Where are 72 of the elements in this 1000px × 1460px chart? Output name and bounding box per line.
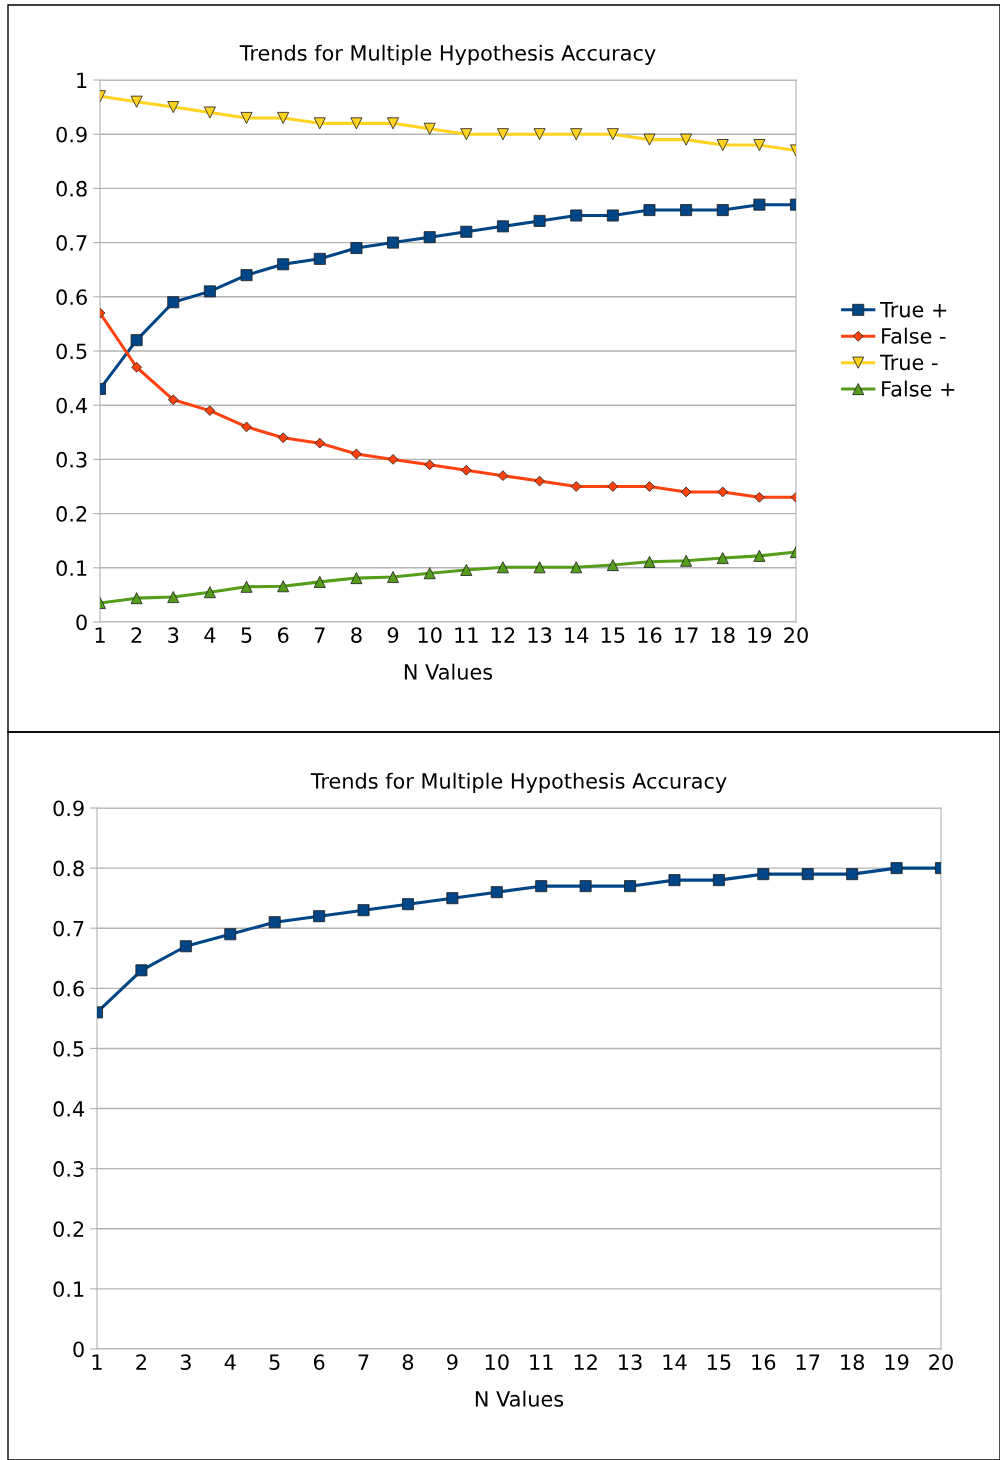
x-tick-label: 9 — [387, 627, 399, 643]
x-tick-label: 8 — [351, 627, 362, 643]
y-tick-label: 0.2 — [56, 506, 87, 522]
x-tick-label: 1 — [95, 627, 105, 643]
point — [496, 220, 509, 233]
legend-label: False - — [882, 327, 946, 344]
legend-label: True - — [880, 354, 938, 371]
x-tick-label: 19 — [885, 1354, 909, 1370]
y-tick-label: 0.8 — [56, 180, 87, 197]
x-tick-label: 13 — [528, 627, 552, 643]
y-tick-label: 0.5 — [53, 1040, 84, 1057]
y-tick-label: 0.7 — [53, 920, 84, 937]
y-tick-label: 0 — [76, 614, 87, 631]
y-tick-label: 0.1 — [56, 560, 87, 577]
x-tick-label: 14 — [663, 1354, 687, 1370]
x-tick-label: 5 — [241, 627, 252, 643]
x-tick-label: 6 — [313, 1354, 325, 1370]
x-tick-label: 2 — [131, 627, 142, 643]
x-tick-label: 8 — [402, 1354, 414, 1370]
x-tick-label: 11 — [530, 1354, 553, 1370]
x-tick-label: 4 — [204, 627, 216, 643]
y-tick-label: 0.5 — [56, 343, 87, 360]
x-tick-label: 1 — [92, 1354, 102, 1370]
y-tick-label: 0.9 — [53, 800, 84, 817]
point — [624, 880, 637, 893]
x-tick-label: 12 — [491, 627, 515, 643]
x-tick-label: 18 — [711, 627, 735, 643]
y-tick-label: 0.9 — [56, 126, 87, 143]
chart-title: Trends for Multiple Hypothesis Accuracy — [239, 44, 656, 65]
y-tick-label: 0.3 — [53, 1161, 84, 1177]
y-tick-label: 0.6 — [56, 289, 87, 306]
x-tick-label: 20 — [784, 627, 808, 643]
y-tick-label: 0.8 — [53, 860, 84, 877]
y-tick-label: 0.7 — [56, 235, 87, 251]
legend-label: False + — [882, 380, 955, 397]
x-tick-label: 7 — [358, 1354, 369, 1370]
y-tick-label: 0.4 — [53, 1101, 85, 1117]
y-tick-label: 1 — [77, 72, 87, 88]
x-axis-title: N Values — [475, 1390, 564, 1407]
x-tick-label: 5 — [269, 1354, 280, 1370]
x-tick-label: 17 — [675, 627, 698, 643]
x-tick-label: 6 — [277, 627, 289, 643]
x-tick-label: 9 — [447, 1354, 458, 1370]
x-tick-label: 2 — [136, 1354, 146, 1370]
y-tick-label: 0.3 — [56, 451, 87, 468]
legend-label: True + — [880, 301, 947, 318]
x-tick-label: 20 — [929, 1354, 953, 1370]
x-tick-label: 16 — [638, 627, 662, 643]
x-tick-label: 10 — [418, 627, 442, 643]
x-tick-label: 4 — [224, 1354, 236, 1370]
x-tick-label: 19 — [748, 627, 772, 643]
x-tick-label: 16 — [752, 1354, 776, 1370]
x-tick-label: 14 — [565, 627, 589, 643]
chart-title: Trends for Multiple Hypothesis Accuracy — [310, 772, 727, 793]
x-tick-label: 11 — [455, 627, 478, 643]
point — [401, 898, 414, 911]
y-tick-label: 0.6 — [53, 980, 84, 997]
x-tick-label: 15 — [601, 627, 625, 643]
y-tick-label: 0 — [73, 1341, 84, 1358]
y-tick-label: 0.1 — [53, 1281, 84, 1298]
x-tick-label: 3 — [180, 1354, 191, 1370]
x-tick-label: 17 — [796, 1354, 820, 1370]
x-tick-label: 12 — [574, 1354, 597, 1370]
x-axis-title: N Values — [404, 663, 493, 680]
x-tick-label: 7 — [314, 627, 325, 643]
x-tick-label: 15 — [707, 1354, 731, 1370]
x-tick-label: 18 — [841, 1354, 864, 1370]
x-tick-label: 3 — [168, 627, 179, 643]
x-tick-label: 10 — [485, 1354, 509, 1370]
y-tick-label: 0.2 — [53, 1221, 84, 1237]
y-tick-label: 0.4 — [56, 397, 88, 414]
x-tick-label: 13 — [619, 1354, 642, 1370]
